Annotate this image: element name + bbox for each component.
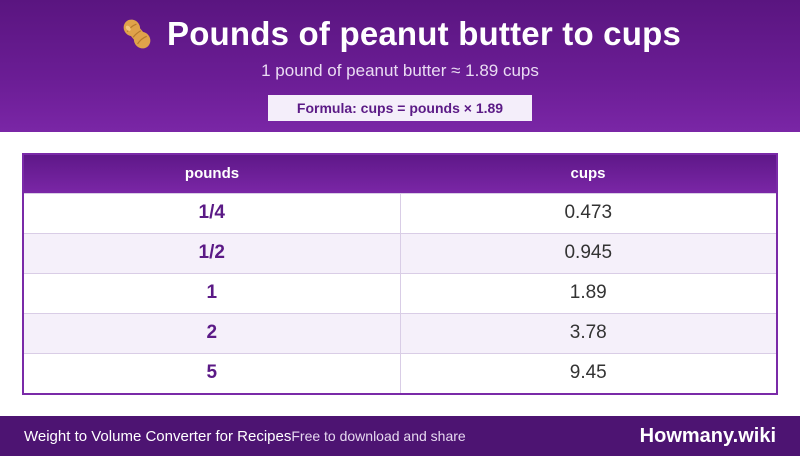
page-subtitle: 1 pound of peanut butter ≈ 1.89 cups <box>261 61 539 80</box>
peanut-icon <box>123 19 151 49</box>
table-row: 1/2 0.945 <box>24 232 776 273</box>
column-header-cups: cups <box>570 165 606 183</box>
header-banner: Pounds of peanut butter to cups 1 pound … <box>0 0 800 132</box>
pounds-cell: 1/2 <box>24 232 401 273</box>
table-header-row: pounds cups <box>24 155 776 193</box>
pounds-cell: 2 <box>24 312 401 353</box>
pounds-cell: 5 <box>24 352 401 393</box>
pounds-cell: 1 <box>24 272 401 313</box>
formula-box: Formula: cups = pounds × 1.89 <box>268 95 532 121</box>
column-header-pounds: pounds <box>184 165 240 183</box>
title-row: Pounds of peanut butter to cups <box>0 12 800 56</box>
footer-tagline: Free to download and share <box>291 428 466 444</box>
cups-cell: 1.89 <box>400 272 776 313</box>
table-row: 2 3.78 <box>24 312 776 353</box>
footer-bar: Weight to Volume Converter for Recipes F… <box>0 416 800 456</box>
cups-cell: 9.45 <box>400 352 776 393</box>
cups-cell: 0.945 <box>400 232 776 273</box>
page-title: Pounds of peanut butter to cups <box>166 15 681 52</box>
table-row: 5 9.45 <box>24 352 776 393</box>
conversion-table: pounds cups 1/4 0.473 1/2 0.945 1 1.89 2… <box>22 153 778 395</box>
footer-converter-link[interactable]: Weight to Volume Converter for Recipes <box>24 427 292 445</box>
cups-cell: 0.473 <box>400 192 776 233</box>
pounds-cell: 1/4 <box>24 192 401 233</box>
brand-logo[interactable]: Howmany.wiki <box>639 424 776 447</box>
cups-cell: 3.78 <box>400 312 776 353</box>
table-row: 1/4 0.473 <box>24 192 776 233</box>
table-row: 1 1.89 <box>24 272 776 313</box>
